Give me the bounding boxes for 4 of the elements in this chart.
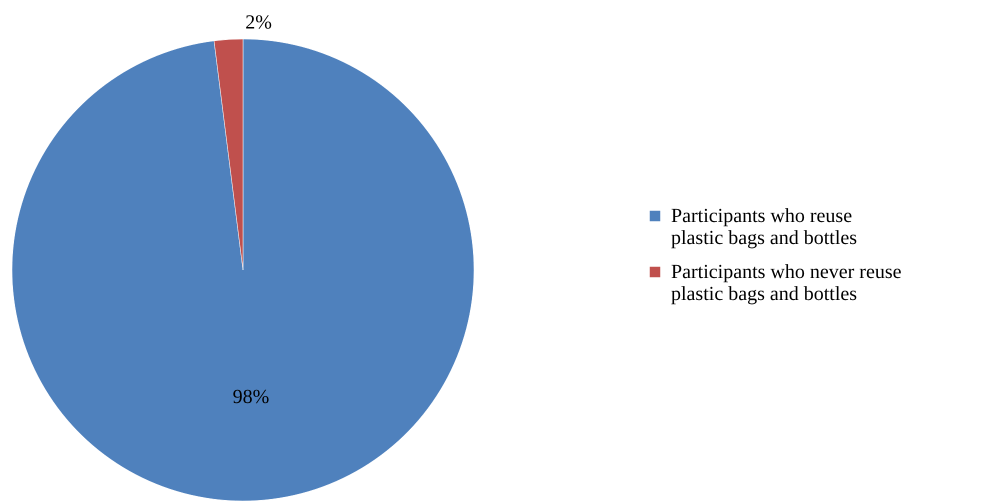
legend-label: Participants who never reuse plastic bags and bottles	[671, 261, 902, 305]
data-label: 2%	[245, 11, 272, 34]
legend-label: Participants who reuse plastic bags and bottles	[671, 205, 858, 249]
data-label: 98%	[232, 386, 270, 408]
